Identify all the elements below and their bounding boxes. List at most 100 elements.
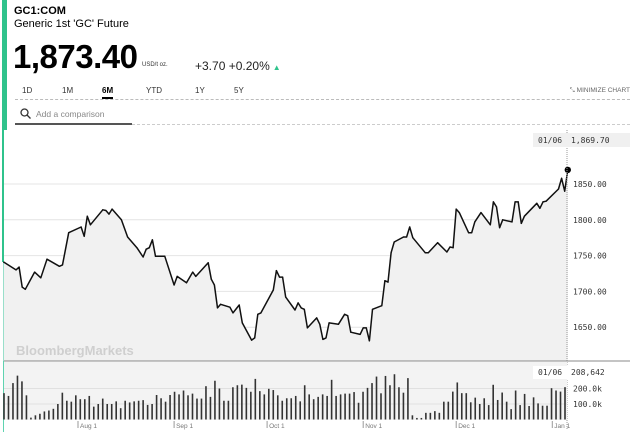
volume-bar	[389, 385, 391, 420]
y-tick-label: 1650.00	[573, 323, 607, 332]
volume-bar	[21, 381, 23, 420]
price-point	[83, 235, 85, 237]
price-point	[105, 209, 107, 212]
minimize-label: MINIMIZE CHART	[576, 87, 630, 94]
volume-bar	[429, 412, 432, 420]
price-point	[499, 227, 501, 229]
price-point	[254, 337, 256, 339]
crosshair-label-bg	[533, 133, 630, 147]
volume-bar	[241, 384, 243, 420]
price-point	[384, 280, 386, 282]
security-name: Generic 1st 'GC' Future	[14, 18, 129, 30]
volume-bar	[115, 401, 117, 420]
price-point	[173, 284, 175, 286]
price-point	[424, 252, 426, 254]
price-point	[347, 315, 349, 317]
volume-bar	[191, 393, 194, 420]
volume-tick-label: 200.0k	[573, 385, 602, 394]
volume-bar	[61, 392, 64, 420]
comparison-search-input[interactable]: Add a comparison	[15, 104, 132, 125]
volume-bar	[146, 404, 149, 420]
search-placeholder: Add a comparison	[36, 108, 105, 119]
tab-1d[interactable]: 1D	[22, 86, 33, 95]
tab-1y[interactable]: 1Y	[195, 86, 205, 95]
volume-crosshair-date: 01/06	[538, 368, 562, 377]
price-point	[514, 201, 516, 203]
price-point	[120, 219, 122, 221]
price-point	[278, 276, 281, 278]
price-point	[492, 201, 494, 203]
price-point	[24, 288, 26, 290]
price-point	[495, 206, 498, 208]
price-point	[446, 251, 448, 253]
y-tick-label: 1700.00	[573, 287, 607, 296]
volume-bar	[79, 399, 82, 420]
volume-bar	[469, 402, 472, 420]
volume-bar	[110, 404, 113, 420]
price-point	[185, 282, 188, 284]
price-point	[297, 302, 299, 304]
price-point	[427, 252, 429, 254]
price-point	[216, 307, 219, 309]
volume-bar	[371, 383, 373, 420]
price-point	[285, 296, 287, 298]
tab-ytd[interactable]: YTD	[146, 86, 162, 95]
volume-bar	[357, 402, 360, 420]
volume-bar	[209, 396, 212, 420]
volume-bar	[375, 376, 378, 420]
volume-bar	[330, 379, 333, 420]
price-point	[322, 338, 324, 340]
tab-6m[interactable]: 6M	[102, 86, 114, 99]
volume-bar	[366, 387, 369, 420]
volume-bar	[425, 412, 427, 420]
volume-bar	[452, 391, 454, 420]
price-point	[213, 284, 215, 286]
volume-bar	[173, 391, 176, 420]
price-point	[294, 309, 296, 311]
volume-bar	[443, 401, 445, 420]
minimize-chart-button[interactable]: ⤡ MINIMIZE CHART	[570, 87, 630, 95]
volume-bar	[398, 387, 400, 420]
volume-bar	[205, 386, 207, 420]
x-tick-label: Jan 1	[554, 423, 570, 430]
volume-bar	[88, 395, 91, 420]
volume-bar	[236, 385, 239, 420]
price-point	[480, 212, 482, 214]
price-point	[15, 269, 17, 271]
change-value: +3.70	[195, 59, 226, 73]
price-point	[325, 337, 327, 339]
volume-bar	[267, 388, 270, 420]
volume-bar	[416, 417, 418, 420]
y-tick-label: 1750.00	[573, 252, 607, 261]
volume-bar	[214, 380, 216, 420]
volume-bar	[48, 410, 50, 420]
price-point	[68, 232, 70, 234]
volume-bar	[70, 401, 73, 420]
volume-bar	[285, 398, 288, 420]
volume-bar	[564, 387, 566, 420]
volume-bar	[541, 405, 544, 420]
price-point	[164, 255, 166, 257]
price-point	[260, 312, 262, 314]
volume-label-bg	[533, 366, 630, 379]
tab-5y[interactable]: 5Y	[234, 86, 244, 95]
volume-bar	[137, 400, 140, 420]
price-point	[362, 327, 364, 329]
tab-1m[interactable]: 1M	[62, 86, 74, 95]
price-point	[402, 236, 405, 238]
price-unit: USD/t oz.	[142, 62, 168, 68]
price-point	[437, 242, 439, 244]
price-point	[365, 327, 367, 329]
volume-bar	[25, 395, 28, 420]
volume-bar	[514, 390, 517, 420]
price-area	[3, 169, 568, 361]
price-point	[257, 313, 259, 315]
volume-bar	[438, 412, 441, 420]
volume-bar	[492, 384, 494, 420]
price-point	[502, 219, 504, 221]
price-point	[468, 232, 470, 234]
price-point	[251, 339, 253, 341]
volume-bar	[142, 400, 144, 420]
volume-bar	[393, 374, 396, 420]
